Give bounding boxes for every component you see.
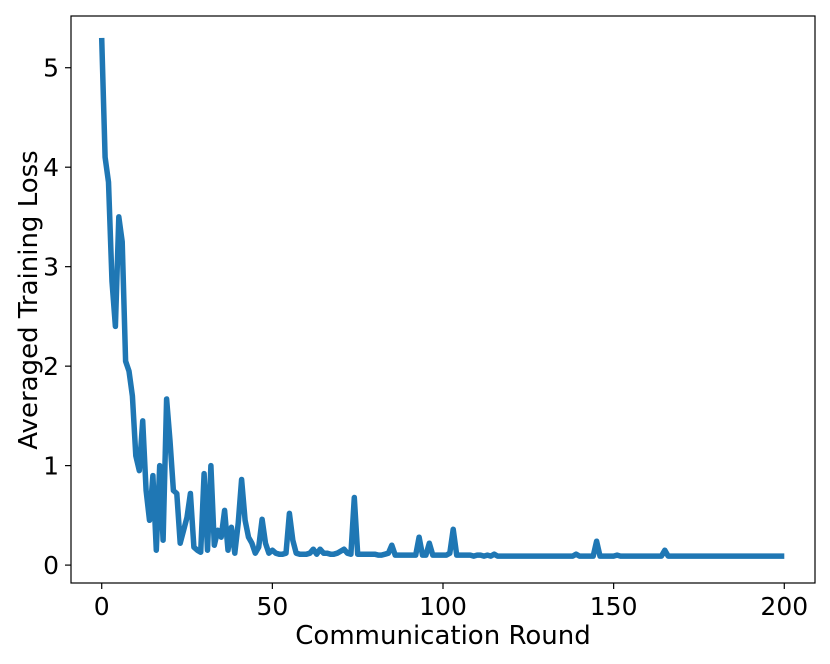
x-axis-ticks: 0 50 100 150 200 [94,583,808,621]
x-tick-label: 100 [419,592,467,621]
y-tick-label: 2 [43,352,59,381]
y-tick-label: 4 [43,153,59,182]
y-tick-label: 3 [43,253,59,282]
plot-area [70,15,816,584]
x-tick-label: 50 [256,592,288,621]
y-tick-label: 5 [43,54,59,83]
y-tick-label: 0 [43,551,59,580]
x-tick-label: 200 [760,592,808,621]
x-tick-label: 150 [590,592,638,621]
y-tick-label: 1 [43,452,59,481]
series-line [98,37,785,559]
y-axis-title: Averaged Training Loss [14,150,44,449]
x-axis-title: Communication Round [295,621,590,651]
x-tick-label: 0 [94,592,110,621]
plot-frame [70,15,816,584]
y-axis-ticks: 0 1 2 3 4 5 [43,54,71,580]
